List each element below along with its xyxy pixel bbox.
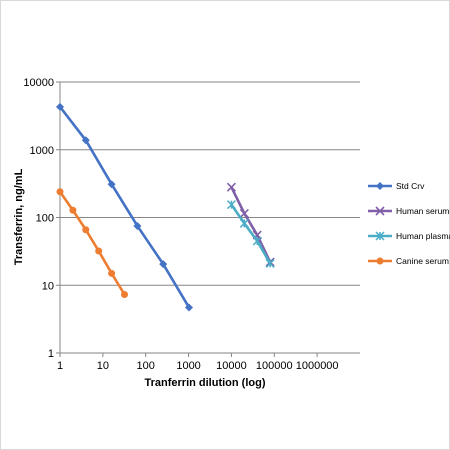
legend-marker-human-serum xyxy=(375,206,385,216)
x-tick-label: 1000 xyxy=(176,360,200,372)
axes: 1 10 100 1000 10000 1 10 100 1000 10000 100000 1000… xyxy=(23,77,360,372)
data-point-human-plasma xyxy=(239,218,249,228)
data-point-std-crv xyxy=(159,260,168,269)
x-tick-label: 1000000 xyxy=(296,360,339,372)
series-line-human-plasma xyxy=(230,203,272,265)
legend-label-canine-serum: Canine serum xyxy=(396,256,449,266)
data-point-std-crv xyxy=(56,102,64,111)
series-line-canine-serum xyxy=(58,190,126,296)
y-tick-label: 100 xyxy=(36,213,54,225)
legend-label-std-crv: Std Crv xyxy=(396,181,425,191)
gridlines xyxy=(60,81,360,286)
data-point-canine-serum xyxy=(121,291,129,299)
plot-area xyxy=(56,102,275,312)
data-point-human-serum xyxy=(226,182,236,192)
legend: Std Crv Human serum Human plasma Canine ser… xyxy=(368,181,450,266)
data-point-human-serum xyxy=(239,208,249,218)
y-tick-label: 1 xyxy=(48,348,54,360)
data-point-human-plasma xyxy=(252,236,262,246)
x-tick-label: 100000 xyxy=(256,360,293,372)
data-point-canine-serum xyxy=(82,226,90,234)
x-axis-title: Tranferrin dilution (log) xyxy=(145,377,266,389)
y-tick-label: 10000 xyxy=(23,77,54,89)
series-line-std-crv xyxy=(58,106,191,309)
data-point-std-crv xyxy=(185,303,194,312)
x-tick-label: 100 xyxy=(137,360,155,372)
data-point-std-crv xyxy=(107,180,116,189)
y-tick-label: 1000 xyxy=(30,145,54,157)
data-point-canine-serum xyxy=(95,247,103,255)
data-point-canine-serum xyxy=(69,206,77,214)
x-tick-label: 10000 xyxy=(216,360,247,372)
x-tick-label: 1 xyxy=(57,360,63,372)
data-point-canine-serum xyxy=(108,269,116,277)
x-tick-label: 10 xyxy=(97,360,109,372)
data-point-std-crv xyxy=(81,136,90,145)
data-point-std-crv xyxy=(133,221,142,230)
data-point-human-plasma xyxy=(226,200,236,210)
data-point-human-plasma xyxy=(265,258,275,268)
legend-marker-human-plasma xyxy=(375,231,385,241)
legend-label-human-plasma: Human plasma xyxy=(396,231,450,241)
legend-label-human-serum: Human serum xyxy=(396,206,449,216)
data-point-canine-serum xyxy=(56,188,64,196)
legend-marker-canine-serum xyxy=(376,257,384,265)
legend-marker-std-crv xyxy=(376,182,384,190)
y-axis-title: Transferrin, ng/mL xyxy=(13,168,25,265)
series-line-human-serum xyxy=(230,186,272,263)
y-tick-label: 10 xyxy=(42,280,54,292)
